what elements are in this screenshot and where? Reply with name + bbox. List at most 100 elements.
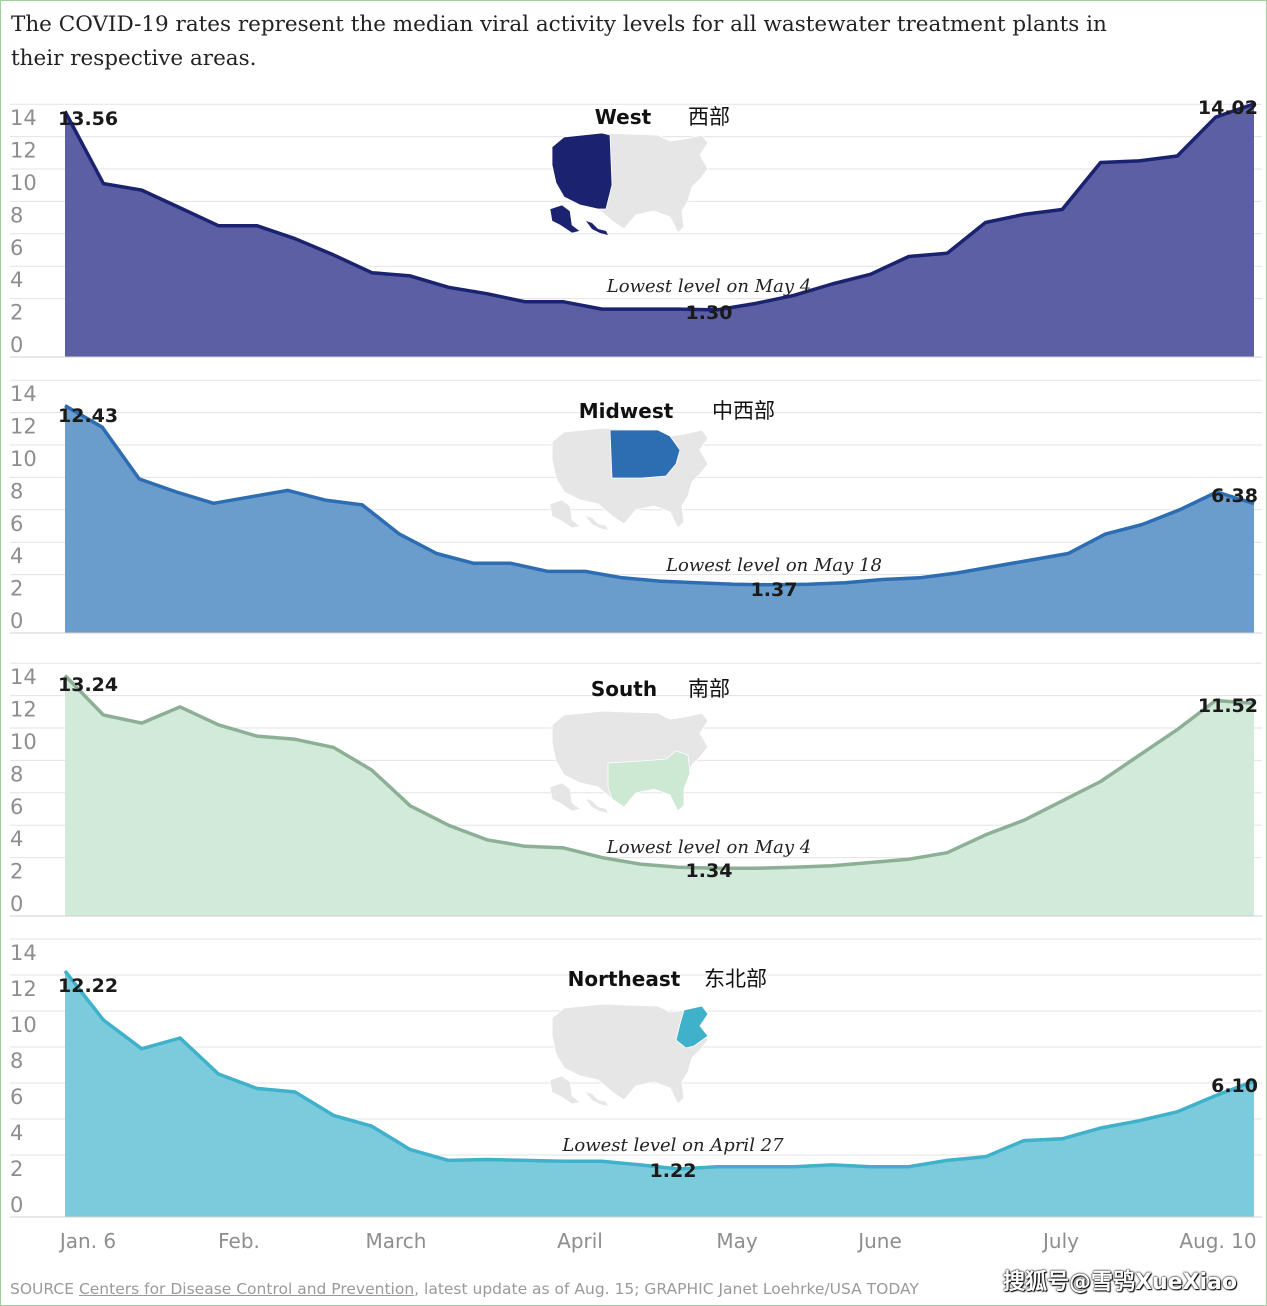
area-fill: [65, 971, 1254, 1217]
region-highlight: [551, 132, 613, 210]
alaska-inset: [549, 1075, 581, 1105]
start-value-label: 12.43: [58, 405, 118, 427]
us-map: [549, 132, 709, 235]
region-title: West: [595, 105, 652, 129]
source-link[interactable]: Centers for Disease Control and Preventi…: [78, 1280, 415, 1298]
region-highlight: [675, 1005, 709, 1049]
series-line: [63, 674, 1255, 871]
series-line: [64, 404, 1255, 587]
y-tick-label: 2: [10, 301, 23, 325]
source-prefix: SOURCE: [10, 1280, 79, 1298]
region-title-cn: 中西部: [712, 399, 775, 423]
area-fill: [65, 675, 1254, 916]
lowest-level-label: Lowest level on April 27: [561, 1135, 784, 1156]
y-tick-label: 10: [10, 171, 37, 195]
y-tick-label: 12: [10, 415, 37, 439]
y-tick-label: 14: [10, 382, 37, 406]
us-outline: [551, 1003, 709, 1105]
y-tick-label: 2: [10, 1157, 23, 1181]
y-tick-label: 6: [10, 236, 23, 260]
y-tick-label: 12: [10, 139, 37, 163]
lowest-level-label: Lowest level on May 4: [606, 276, 811, 297]
y-tick-label: 8: [10, 1049, 23, 1073]
y-tick-label: 8: [10, 203, 23, 227]
y-tick-label: 0: [10, 609, 23, 633]
y-tick-label: 12: [10, 977, 37, 1001]
start-value-label: 12.22: [58, 975, 118, 997]
region-title-cn: 东北部: [704, 967, 767, 991]
lowest-level-label: Lowest level on May 4: [606, 837, 811, 858]
intro-text: The COVID-19 rates represent the median …: [11, 12, 1107, 71]
region-title-cn: 西部: [688, 105, 730, 129]
y-tick-label: 14: [10, 941, 37, 965]
us-map: [549, 710, 709, 813]
y-tick-label: 10: [10, 1013, 37, 1037]
lowest-level-value: 1.30: [686, 302, 733, 324]
lowest-level-value: 1.34: [686, 860, 733, 882]
y-tick-label: 14: [10, 106, 37, 130]
y-tick-label: 6: [10, 512, 23, 536]
y-tick-label: 0: [10, 333, 23, 357]
lowest-level-label: Lowest level on May 18: [665, 555, 882, 576]
region-title: South: [591, 677, 657, 701]
end-value-label: 14.02: [1198, 97, 1258, 119]
panel-midwest: 0 2 4 6 8 10 12 14 12.43 6.38 Lowest level on May …: [10, 379, 1262, 634]
hawaii-inset: [586, 516, 608, 530]
y-tick-label: 10: [10, 447, 37, 471]
y-tick-label: 10: [10, 730, 37, 754]
watermark-text: 搜狐号@雪鸮XueXiao: [1002, 1270, 1237, 1295]
y-tick-label: 6: [10, 1085, 23, 1109]
panel-northeast: 0 2 4 6 8 10 12 14 12.22 6.10 Lowest level on Apri…: [10, 938, 1262, 1218]
area-fill: [65, 405, 1254, 633]
region-title-cn: 南部: [688, 677, 730, 701]
y-tick-label: 4: [10, 268, 23, 292]
series-line: [63, 102, 1255, 312]
y-tick-label: 2: [10, 860, 23, 884]
y-tick-label: 4: [10, 1121, 23, 1145]
source-suffix: , latest update as of Aug. 15; GRAPHIC J…: [414, 1280, 919, 1298]
x-tick-label: May: [716, 1229, 758, 1253]
y-tick-label: 6: [10, 795, 23, 819]
y-tick-label: 12: [10, 698, 37, 722]
end-value-label: 6.38: [1211, 485, 1258, 507]
region-highlight: [609, 429, 681, 479]
hawaii-inset: [586, 799, 608, 813]
alaska-inset: [549, 499, 581, 529]
x-tick-label: Feb.: [218, 1229, 260, 1253]
x-tick-label: April: [557, 1229, 603, 1253]
y-tick-label: 8: [10, 479, 23, 503]
series-line: [63, 969, 1255, 1171]
area-fill: [65, 103, 1254, 358]
us-map: [549, 1003, 709, 1106]
y-tick-label: 0: [10, 892, 23, 916]
panel-west: 0 2 4 6 8 10 12 14 13.56 14.02 Lowest level on May…: [10, 97, 1262, 358]
y-tick-label: 2: [10, 577, 23, 601]
hawaii-inset: [586, 221, 608, 235]
end-value-label: 6.10: [1211, 1075, 1258, 1097]
x-tick-label: June: [856, 1229, 902, 1253]
lowest-level-value: 1.22: [650, 1160, 697, 1182]
us-map: [549, 427, 709, 530]
start-value-label: 13.56: [58, 108, 118, 130]
alaska-inset: [549, 204, 581, 234]
x-tick-label: Jan. 6: [58, 1229, 116, 1253]
end-value-label: 11.52: [1198, 695, 1258, 717]
region-title: Northeast: [568, 967, 681, 991]
alaska-inset: [549, 782, 581, 812]
x-tick-label: Aug. 10: [1179, 1229, 1256, 1253]
region-title: Midwest: [579, 399, 674, 423]
source-line: SOURCE Centers for Disease Control and P…: [10, 1280, 919, 1298]
hawaii-inset: [586, 1092, 608, 1106]
panel-south: 0 2 4 6 8 10 12 14 13.24 11.52 Lowest level on May…: [10, 662, 1262, 917]
start-value-label: 13.24: [58, 674, 118, 696]
lowest-level-value: 1.37: [751, 579, 798, 601]
y-tick-label: 8: [10, 762, 23, 786]
y-tick-label: 0: [10, 1193, 23, 1217]
y-tick-label: 14: [10, 665, 37, 689]
x-tick-label: July: [1041, 1229, 1079, 1253]
y-tick-label: 4: [10, 827, 23, 851]
y-tick-label: 4: [10, 544, 23, 568]
x-tick-label: March: [366, 1229, 427, 1253]
region-highlight: [607, 750, 691, 812]
